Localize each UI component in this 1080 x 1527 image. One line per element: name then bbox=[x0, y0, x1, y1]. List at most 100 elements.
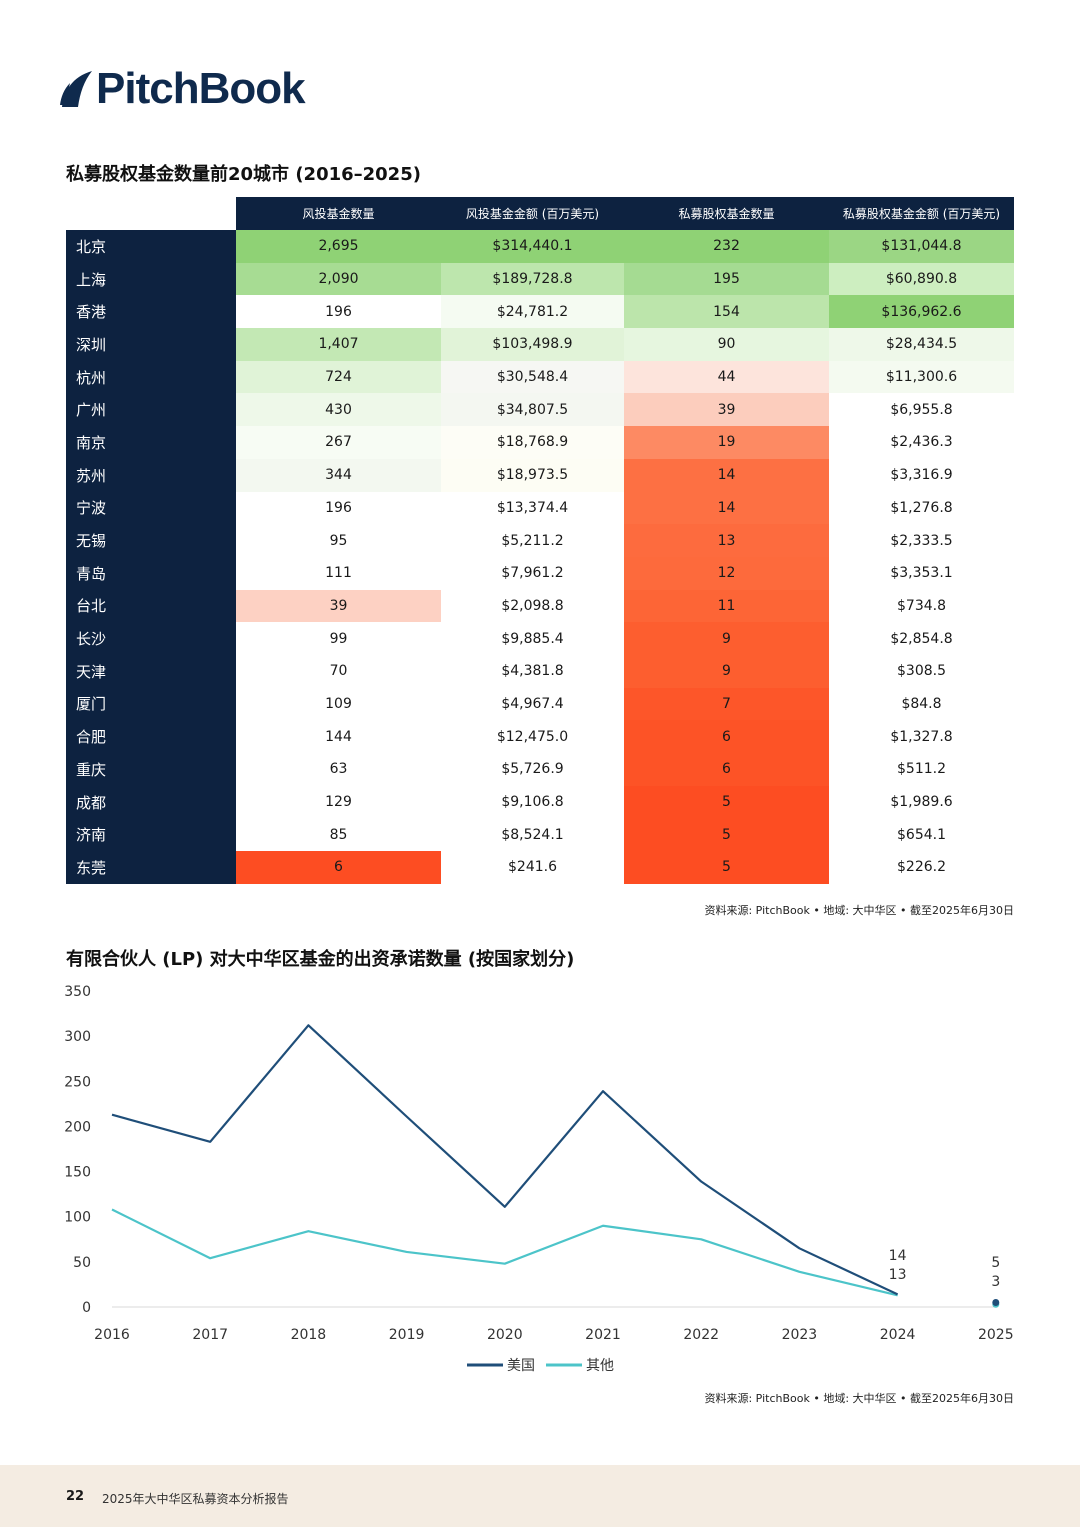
cell-vc-count: 63 bbox=[236, 753, 441, 786]
y-tick-label: 350 bbox=[64, 984, 91, 1000]
cell-vc-amount: $4,967.4 bbox=[441, 687, 624, 721]
table-row: 香港 196 $24,781.2 154 $136,962.6 bbox=[66, 295, 1014, 329]
cell-vc-count: 111 bbox=[236, 556, 441, 590]
table-row: 重庆 63 $5,726.9 6 $511.2 bbox=[66, 753, 1014, 786]
cell-vc-amount: $18,973.5 bbox=[441, 458, 624, 492]
table-row: 无锡 95 $5,211.2 13 $2,333.5 bbox=[66, 524, 1014, 557]
data-label: 3 bbox=[991, 1274, 1000, 1290]
cell-pe-amount: $28,434.5 bbox=[829, 328, 1014, 361]
city-label: 厦门 bbox=[66, 687, 236, 721]
cell-vc-amount: $18,768.9 bbox=[441, 426, 624, 459]
table-body: 北京 2,695 $314,440.1 232 $131,044.8 上海 2,090 $18… bbox=[66, 230, 1014, 884]
cell-vc-count: 724 bbox=[236, 360, 441, 394]
cell-pe-amount: $136,962.6 bbox=[829, 295, 1014, 329]
cell-pe-amount: $1,276.8 bbox=[829, 491, 1014, 525]
x-tick-label: 2016 bbox=[94, 1327, 130, 1343]
table-row: 南京 267 $18,768.9 19 $2,436.3 bbox=[66, 426, 1014, 459]
table-row: 长沙 99 $9,885.4 9 $2,854.8 bbox=[66, 622, 1014, 655]
city-label: 杭州 bbox=[66, 360, 236, 394]
cell-pe-count: 5 bbox=[624, 851, 829, 884]
cell-vc-count: 70 bbox=[236, 654, 441, 688]
header-blank bbox=[66, 197, 236, 230]
cell-pe-amount: $3,353.1 bbox=[829, 556, 1014, 590]
table-row: 宁波 196 $13,374.4 14 $1,276.8 bbox=[66, 491, 1014, 525]
pitchbook-logo: PitchBook bbox=[58, 64, 306, 114]
city-label: 青岛 bbox=[66, 556, 236, 590]
cell-pe-amount: $60,890.8 bbox=[829, 262, 1014, 296]
y-tick-label: 50 bbox=[73, 1255, 91, 1271]
table-row: 深圳 1,407 $103,498.9 90 $28,434.5 bbox=[66, 328, 1014, 361]
cell-pe-amount: $84.8 bbox=[829, 687, 1014, 721]
cell-vc-amount: $314,440.1 bbox=[441, 230, 624, 263]
header-pe-count: 私募股权基金数量 bbox=[624, 197, 829, 230]
cell-vc-count: 6 bbox=[236, 851, 441, 884]
cell-vc-count: 39 bbox=[236, 589, 441, 623]
cell-pe-count: 90 bbox=[624, 328, 829, 361]
chart-source: 资料来源: PitchBook • 地域: 大中华区 • 截至2025年6月30… bbox=[704, 1392, 1014, 1405]
city-label: 重庆 bbox=[66, 753, 236, 786]
city-label: 南京 bbox=[66, 426, 236, 459]
legend-label: 其他 bbox=[586, 1358, 614, 1374]
cell-vc-amount: $7,961.2 bbox=[441, 556, 624, 590]
cell-pe-amount: $1,989.6 bbox=[829, 785, 1014, 819]
cell-vc-count: 129 bbox=[236, 785, 441, 819]
cell-vc-amount: $4,381.8 bbox=[441, 654, 624, 688]
cell-vc-count: 196 bbox=[236, 491, 441, 525]
cell-pe-count: 232 bbox=[624, 230, 829, 263]
table-row: 上海 2,090 $189,728.8 195 $60,890.8 bbox=[66, 262, 1014, 296]
cell-pe-amount: $654.1 bbox=[829, 818, 1014, 852]
x-tick-label: 2019 bbox=[389, 1327, 425, 1343]
cell-pe-amount: $1,327.8 bbox=[829, 720, 1014, 753]
table-row: 北京 2,695 $314,440.1 232 $131,044.8 bbox=[66, 230, 1014, 263]
series-line-other bbox=[111, 1208, 898, 1297]
table-row: 合肥 144 $12,475.0 6 $1,327.8 bbox=[66, 720, 1014, 753]
page-footer: 22 2025年大中华区私募资本分析报告 bbox=[0, 1465, 1080, 1527]
y-tick-label: 100 bbox=[64, 1210, 91, 1226]
chart-title: 有限合伙人 (LP) 对大中华区基金的出资承诺数量 (按国家划分) bbox=[66, 949, 575, 970]
data-label: 5 bbox=[991, 1255, 1000, 1271]
cell-vc-amount: $24,781.2 bbox=[441, 295, 624, 329]
city-label: 宁波 bbox=[66, 491, 236, 525]
cell-vc-count: 196 bbox=[236, 295, 441, 329]
cell-vc-count: 95 bbox=[236, 524, 441, 557]
cell-pe-count: 11 bbox=[624, 589, 829, 623]
cell-pe-count: 154 bbox=[624, 295, 829, 329]
data-label: 14 bbox=[889, 1248, 907, 1264]
city-label: 深圳 bbox=[66, 328, 236, 361]
cell-pe-count: 9 bbox=[624, 654, 829, 688]
header-vc-count: 风投基金数量 bbox=[236, 197, 441, 230]
cell-vc-amount: $8,524.1 bbox=[441, 818, 624, 852]
table-row: 苏州 344 $18,973.5 14 $3,316.9 bbox=[66, 458, 1014, 492]
cell-vc-amount: $9,885.4 bbox=[441, 622, 624, 655]
y-tick-label: 200 bbox=[64, 1119, 91, 1135]
cell-vc-amount: $12,475.0 bbox=[441, 720, 624, 753]
cell-pe-amount: $131,044.8 bbox=[829, 230, 1014, 263]
cell-vc-amount: $241.6 bbox=[441, 851, 624, 884]
series-line-us bbox=[111, 1024, 899, 1296]
table-source: 资料来源: PitchBook • 地域: 大中华区 • 截至2025年6月30… bbox=[704, 904, 1014, 917]
cell-pe-amount: $2,436.3 bbox=[829, 426, 1014, 459]
table-row: 杭州 724 $30,548.4 44 $11,300.6 bbox=[66, 360, 1014, 394]
table-row: 青岛 111 $7,961.2 12 $3,353.1 bbox=[66, 556, 1014, 590]
city-label: 合肥 bbox=[66, 720, 236, 753]
header-vc-amount: 风投基金金额 (百万美元) bbox=[441, 197, 624, 230]
city-label: 长沙 bbox=[66, 622, 236, 655]
cell-vc-count: 99 bbox=[236, 622, 441, 655]
x-tick-label: 2025 bbox=[978, 1327, 1014, 1343]
x-tick-label: 2024 bbox=[880, 1327, 916, 1343]
cell-vc-count: 2,695 bbox=[236, 230, 441, 263]
cell-vc-count: 144 bbox=[236, 720, 441, 753]
cell-pe-count: 9 bbox=[624, 622, 829, 655]
cell-vc-count: 344 bbox=[236, 458, 441, 492]
cell-vc-amount: $5,211.2 bbox=[441, 524, 624, 557]
report-title: 2025年大中华区私募资本分析报告 bbox=[102, 1492, 289, 1506]
cell-pe-count: 195 bbox=[624, 262, 829, 296]
header-pe-amount: 私募股权基金金额 (百万美元) bbox=[829, 197, 1014, 230]
logo-text: PitchBook bbox=[96, 64, 306, 113]
city-label: 广州 bbox=[66, 393, 236, 427]
cell-pe-amount: $6,955.8 bbox=[829, 393, 1014, 427]
table-row: 济南 85 $8,524.1 5 $654.1 bbox=[66, 818, 1014, 852]
table-row: 厦门 109 $4,967.4 7 $84.8 bbox=[66, 687, 1014, 721]
table-row: 成都 129 $9,106.8 5 $1,989.6 bbox=[66, 785, 1014, 819]
cities-table: 风投基金数量 风投基金金额 (百万美元) 私募股权基金数量 私募股权基金金额 (… bbox=[66, 197, 1014, 884]
